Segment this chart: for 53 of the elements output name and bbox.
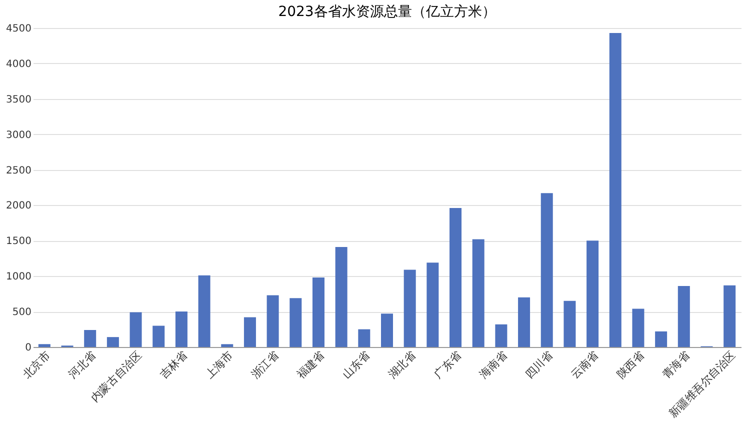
y-tick-label: 500 (12, 307, 32, 318)
bar (724, 285, 736, 347)
bar (198, 275, 210, 347)
chart-title: 2023各省水资源总量（亿立方米） (278, 4, 496, 20)
y-tick-label: 2000 (6, 200, 32, 212)
x-tick-label: 广东省 (431, 348, 464, 382)
bar (564, 300, 576, 347)
bar (632, 308, 644, 347)
bar (678, 286, 690, 347)
x-tick-label: 四川省 (522, 348, 556, 382)
x-tick-label: 山东省 (340, 348, 373, 382)
x-tick-label: 青海省 (660, 348, 692, 382)
bar (404, 270, 416, 347)
y-tick-label: 4000 (6, 58, 32, 70)
x-tick-label: 河北省 (66, 348, 99, 382)
bar (175, 312, 188, 347)
x-tick-label: 上海市 (203, 348, 236, 382)
bar (381, 314, 393, 347)
y-tick-label: 4500 (6, 24, 32, 34)
bar (655, 331, 668, 347)
bar (358, 329, 370, 347)
x-tick-label: 陕西省 (614, 348, 647, 382)
bar (472, 239, 484, 347)
bar (106, 337, 119, 347)
bar (426, 262, 439, 347)
bar (244, 317, 256, 347)
bar (38, 344, 50, 347)
bar (609, 32, 622, 347)
x-tick-label: 海南省 (477, 348, 510, 382)
y-tick-label: 1000 (6, 272, 32, 283)
y-tick-label: 1500 (6, 236, 32, 248)
bar (290, 298, 302, 347)
bar (495, 324, 508, 347)
x-tick-label: 浙江省 (248, 348, 282, 382)
bar (586, 240, 599, 347)
bar (335, 247, 348, 347)
bar (221, 344, 234, 347)
y-tick-label: 3000 (6, 130, 32, 141)
x-tick-label: 云南省 (568, 348, 602, 382)
y-tick-label: 0 (25, 342, 32, 354)
bar (266, 295, 279, 347)
bar (540, 193, 553, 347)
bar (450, 208, 462, 347)
x-tick-label: 吉林省 (157, 348, 190, 382)
x-tick-label: 福建省 (294, 348, 327, 382)
y-tick-label: 3500 (6, 94, 32, 106)
bar (518, 297, 530, 347)
bar (312, 278, 324, 347)
x-tick-label: 湖北省 (386, 348, 418, 382)
bar (152, 326, 165, 347)
bar (130, 312, 142, 347)
bar (84, 330, 96, 347)
y-tick-label: 2500 (6, 165, 32, 176)
